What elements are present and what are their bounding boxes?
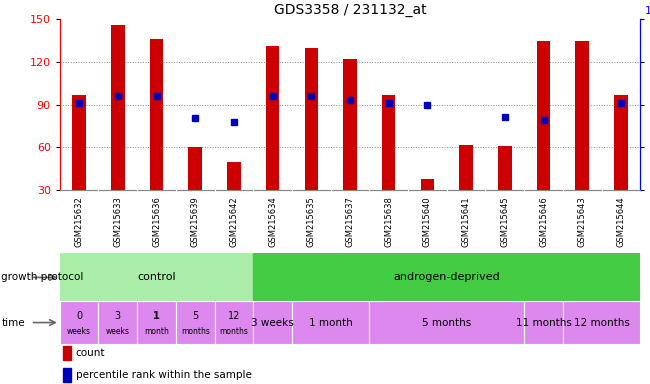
Text: 1 month: 1 month <box>309 318 352 328</box>
Text: GSM215646: GSM215646 <box>539 196 548 247</box>
Text: 1: 1 <box>153 311 160 321</box>
Bar <box>614 95 628 190</box>
Bar <box>60 301 99 344</box>
Text: 3 weeks: 3 weeks <box>252 318 294 328</box>
Text: GSM215637: GSM215637 <box>346 196 354 247</box>
Text: 12 months: 12 months <box>573 318 629 328</box>
Text: weeks: weeks <box>67 327 91 336</box>
Bar <box>137 301 176 344</box>
Text: GSM215632: GSM215632 <box>75 196 84 247</box>
Text: 3: 3 <box>115 311 121 321</box>
Bar <box>460 144 473 190</box>
Text: months: months <box>181 327 210 336</box>
Text: GSM215638: GSM215638 <box>384 196 393 247</box>
Bar <box>254 301 292 344</box>
Text: 5 months: 5 months <box>422 318 471 328</box>
Bar <box>343 59 357 190</box>
Text: GSM215641: GSM215641 <box>462 197 471 247</box>
Text: weeks: weeks <box>106 327 130 336</box>
Text: GSM215635: GSM215635 <box>307 196 316 247</box>
Text: GSM215642: GSM215642 <box>229 197 239 247</box>
Text: month: month <box>144 327 169 336</box>
Bar <box>369 301 524 344</box>
Text: 100%: 100% <box>644 7 650 17</box>
Bar <box>305 48 318 190</box>
Text: GSM215634: GSM215634 <box>268 196 277 247</box>
Text: growth protocol: growth protocol <box>1 272 84 283</box>
Bar <box>150 39 163 190</box>
Bar <box>498 146 512 190</box>
Bar <box>563 301 640 344</box>
Text: GSM215636: GSM215636 <box>152 196 161 247</box>
Text: months: months <box>220 327 248 336</box>
Bar <box>524 301 563 344</box>
Bar <box>227 162 240 190</box>
Text: androgen-deprived: androgen-deprived <box>393 272 500 283</box>
Text: GSM215639: GSM215639 <box>190 196 200 247</box>
Bar <box>60 253 254 301</box>
Text: 11 months: 11 months <box>515 318 571 328</box>
Text: GSM215645: GSM215645 <box>500 197 510 247</box>
Bar <box>292 301 369 344</box>
Text: time: time <box>1 318 25 328</box>
Text: percentile rank within the sample: percentile rank within the sample <box>76 370 252 380</box>
Bar <box>188 147 202 190</box>
Text: control: control <box>137 272 176 283</box>
Bar <box>266 46 280 190</box>
Text: 5: 5 <box>192 311 198 321</box>
Bar <box>72 95 86 190</box>
Text: GSM215640: GSM215640 <box>423 197 432 247</box>
Title: GDS3358 / 231132_at: GDS3358 / 231132_at <box>274 3 426 17</box>
Bar <box>176 301 214 344</box>
Text: GSM215644: GSM215644 <box>616 197 625 247</box>
Text: 0: 0 <box>76 311 82 321</box>
Bar <box>382 95 395 190</box>
Bar <box>575 41 589 190</box>
Bar <box>63 346 71 360</box>
Bar <box>63 368 71 382</box>
Text: 12: 12 <box>227 311 240 321</box>
Bar <box>111 25 125 190</box>
Text: count: count <box>76 348 105 358</box>
Bar <box>421 179 434 190</box>
Text: GSM215643: GSM215643 <box>578 196 587 247</box>
Bar <box>214 301 254 344</box>
Text: GSM215633: GSM215633 <box>113 196 122 247</box>
Bar <box>99 301 137 344</box>
Bar <box>254 253 640 301</box>
Bar <box>537 41 551 190</box>
